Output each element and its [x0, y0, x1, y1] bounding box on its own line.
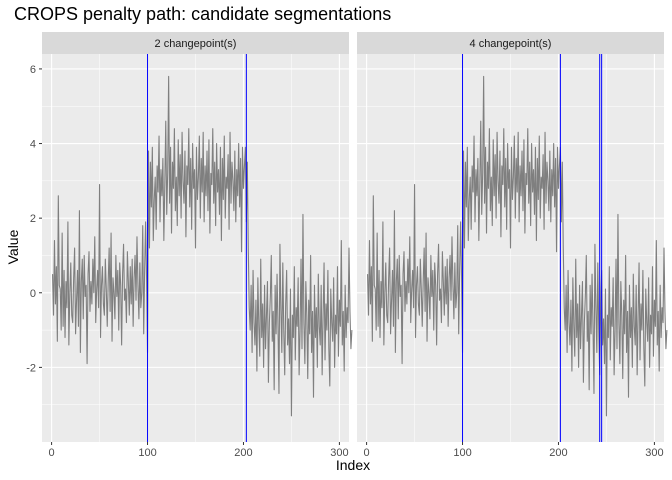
- y-axis: -2 0 2 4 6: [26, 64, 42, 374]
- y-tick-label: 2: [30, 213, 36, 225]
- x-tick-label: 200: [549, 447, 567, 459]
- facet-strip-label: 2 changepoint(s): [155, 38, 237, 50]
- y-tick-label: 6: [30, 64, 36, 76]
- facet-strip: [357, 32, 664, 54]
- y-axis-title: Value: [5, 229, 21, 264]
- x-tick-label: 0: [364, 447, 370, 459]
- series-line: [367, 75, 668, 417]
- x-tick-label: 300: [645, 447, 663, 459]
- facet-strip: [42, 32, 349, 54]
- x-tick-label: 300: [330, 447, 348, 459]
- y-tick-label: 4: [30, 139, 36, 151]
- facet-strip-label: 4 changepoint(s): [470, 38, 552, 50]
- y-tick-label: 0: [30, 288, 36, 300]
- y-tick-label: -2: [26, 362, 36, 374]
- x-tick-label: 100: [453, 447, 471, 459]
- series-line: [52, 75, 353, 417]
- x-tick-label: 200: [234, 447, 252, 459]
- x-tick-label: 100: [138, 447, 156, 459]
- x-axis-title: Index: [336, 457, 370, 473]
- facet-panel: 2 changepoint(s) 0 100 200 300: [42, 32, 353, 459]
- chart-title: CROPS penalty path: candidate segmentati…: [14, 4, 391, 24]
- x-tick-label: 0: [49, 447, 55, 459]
- facet-panel: 4 changepoint(s) 0 100 200 300: [357, 32, 668, 459]
